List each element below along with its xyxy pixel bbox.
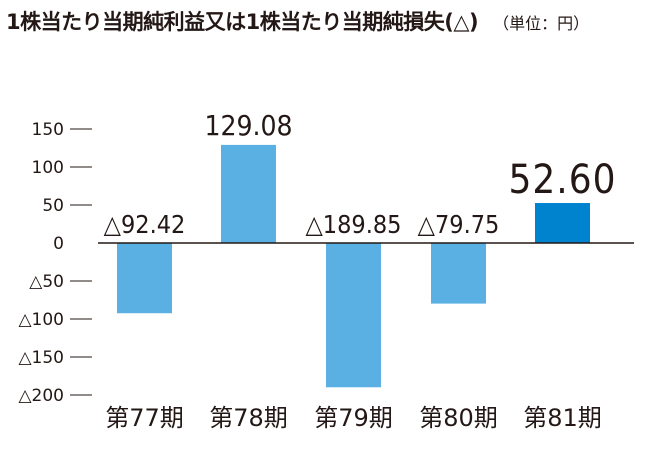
bar-第80期 bbox=[431, 243, 486, 304]
y-tick-label: △200 bbox=[18, 386, 64, 406]
chart-title: 1株当たり当期純利益又は1株当たり当期純損失(△) bbox=[6, 10, 479, 34]
x-category-label: 第78期 bbox=[209, 404, 288, 432]
y-tick-label: 50 bbox=[42, 196, 64, 216]
y-tick-label: △50 bbox=[29, 272, 64, 292]
y-tick-label: △150 bbox=[18, 348, 64, 368]
x-category-label: 第79期 bbox=[314, 404, 393, 432]
unit-label: （単位：円） bbox=[493, 14, 590, 33]
value-label: △189.85 bbox=[306, 210, 402, 239]
chart-title-block: 1株当たり当期純利益又は1株当たり当期純損失(△) （単位：円） bbox=[6, 6, 589, 36]
y-tick-label: 150 bbox=[32, 120, 64, 140]
value-labels: △92.42 129.08 △189.85 △79.75 52.60 bbox=[104, 109, 617, 239]
bars bbox=[117, 144, 590, 388]
bar-第77期 bbox=[117, 243, 172, 314]
y-axis: 150 100 50 0 △50 △100 △150 △200 bbox=[18, 120, 92, 406]
bar-第81期 bbox=[535, 203, 590, 243]
value-label: △79.75 bbox=[418, 210, 500, 239]
value-label: 52.60 bbox=[509, 157, 617, 203]
y-tick-label: △100 bbox=[18, 310, 64, 330]
x-category-label: 第81期 bbox=[523, 404, 602, 432]
x-category-label: 第80期 bbox=[419, 404, 498, 432]
y-tick-label: 0 bbox=[53, 234, 64, 254]
x-axis-labels: 第77期 第78期 第79期 第80期 第81期 bbox=[105, 404, 602, 432]
value-label: 129.08 bbox=[204, 109, 292, 142]
bar-第78期 bbox=[221, 144, 276, 243]
x-category-label: 第77期 bbox=[105, 404, 184, 432]
y-tick-label: 100 bbox=[32, 158, 64, 178]
bar-第79期 bbox=[326, 243, 381, 388]
value-label: △92.42 bbox=[104, 210, 186, 239]
